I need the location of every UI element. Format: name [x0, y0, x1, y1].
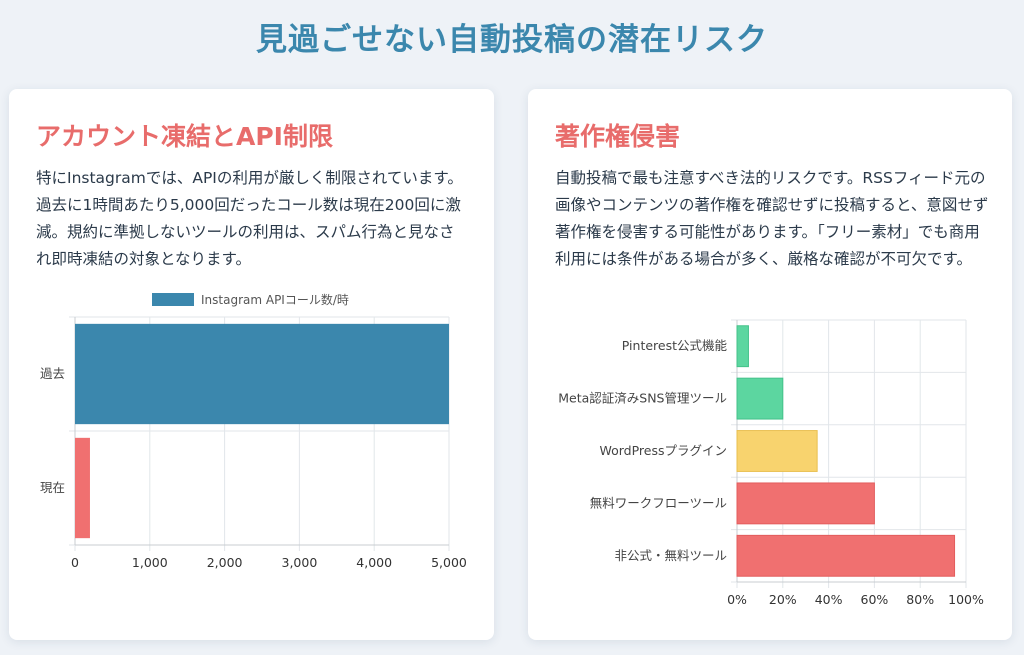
bar: [736, 377, 784, 420]
x-tick-label: 0%: [727, 592, 747, 607]
card-title: 著作権侵害: [555, 122, 681, 151]
copyright-card: 著作権侵害 自動投稿で最も注意すべき法的リスクです。RSSフィード元の画像やコン…: [528, 89, 1012, 640]
page-title: 見過ごせない自動投稿の潜在リスク: [256, 22, 768, 58]
x-tick-label: 2,000: [207, 555, 243, 570]
x-tick-label: 20%: [769, 592, 797, 607]
y-tick-label: 非公式・無料ツール: [614, 548, 727, 563]
y-tick-label: 無料ワークフローツール: [590, 495, 727, 510]
x-tick-label: 1,000: [132, 555, 168, 570]
y-tick-label: Pinterest公式機能: [622, 338, 728, 353]
y-tick-label: 過去: [40, 366, 65, 381]
bar: [736, 325, 749, 368]
account-freeze-card: アカウント凍結とAPI制限 特にInstagramでは、APIの利用が厳しく制限…: [9, 89, 494, 640]
x-tick-label: 100%: [948, 592, 984, 607]
legend-swatch: [152, 293, 194, 306]
y-tick-label: 現在: [40, 480, 65, 495]
card-title: アカウント凍結とAPI制限: [36, 122, 333, 151]
x-tick-label: 0: [71, 555, 79, 570]
card-body: 特にInstagramでは、APIの利用が厳しく制限されています。過去に1時間あ…: [36, 169, 463, 268]
x-tick-label: 4,000: [356, 555, 392, 570]
x-tick-label: 5,000: [431, 555, 467, 570]
x-tick-label: 60%: [861, 592, 889, 607]
bar: [75, 323, 449, 425]
bar: [75, 437, 90, 539]
bar: [736, 482, 875, 525]
bar: [736, 534, 956, 577]
y-tick-label: Meta認証済みSNS管理ツール: [558, 391, 727, 406]
api-limit-chart: Instagram APIコール数/時 0 1,000 2,000 3,000 4,000…: [40, 292, 467, 570]
card-body: 自動投稿で最も注意すべき法的リスクです。RSSフィード元の画像やコンテンツの著作…: [555, 169, 989, 268]
risk-level-chart: 0% 20% 40% 60% 80% 100% Pinterest公式機能 Meta認証済みS…: [558, 319, 984, 607]
bar: [736, 430, 818, 472]
y-tick-label: WordPressプラグイン: [599, 443, 727, 458]
x-tick-label: 3,000: [282, 555, 318, 570]
legend-label: Instagram APIコール数/時: [201, 292, 349, 307]
x-tick-label: 40%: [815, 592, 843, 607]
x-tick-label: 80%: [906, 592, 934, 607]
